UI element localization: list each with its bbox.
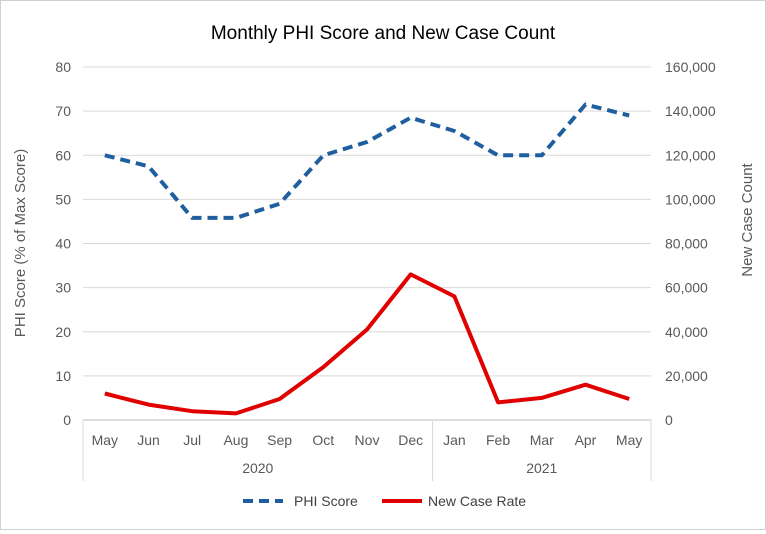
- left-axis-title: PHI Score (% of Max Score): [12, 149, 29, 337]
- category-tick-label: May: [616, 432, 642, 448]
- category-tick-label: Jul: [183, 432, 201, 448]
- right-tick-label: 20,000: [665, 368, 708, 384]
- right-tick-label: 160,000: [665, 59, 716, 75]
- left-tick-label: 60: [55, 147, 71, 163]
- group-label: 2020: [242, 460, 273, 476]
- left-axis-ticks: 0 10 20 30 40 50 60 70 80: [55, 59, 71, 428]
- left-tick-label: 10: [55, 368, 71, 384]
- series-layer: [105, 104, 630, 413]
- left-tick-label: 80: [55, 59, 71, 75]
- left-tick-label: 40: [55, 236, 71, 252]
- category-tick-label: Apr: [575, 432, 597, 448]
- category-tick-label: Mar: [530, 432, 554, 448]
- right-tick-label: 60,000: [665, 280, 708, 296]
- right-axis-title: New Case Count: [739, 162, 756, 276]
- legend-label-phi-score: PHI Score: [294, 493, 358, 509]
- legend: PHI Score New Case Rate: [243, 493, 526, 509]
- series-line-phi-score: [105, 105, 629, 218]
- category-tick-label: Jun: [137, 432, 160, 448]
- right-tick-label: 120,000: [665, 147, 716, 163]
- category-tick-label: Dec: [398, 432, 423, 448]
- left-tick-label: 0: [63, 412, 71, 428]
- legend-label-new-case-rate: New Case Rate: [428, 493, 526, 509]
- category-tick-label: Aug: [223, 432, 248, 448]
- left-tick-label: 70: [55, 103, 71, 119]
- chart-title: Monthly PHI Score and New Case Count: [211, 23, 556, 44]
- category-tick-label: Nov: [355, 432, 380, 448]
- right-tick-label: 100,000: [665, 191, 716, 207]
- category-axis: May Jun Jul Aug Sep Oct Nov Dec Jan Feb Mar Apr May 2…: [83, 420, 651, 481]
- category-tick-label: Jan: [443, 432, 466, 448]
- category-tick-label: Feb: [486, 432, 510, 448]
- category-tick-label: Oct: [312, 432, 334, 448]
- gridlines: [83, 67, 651, 420]
- category-tick-label: Sep: [267, 432, 292, 448]
- left-tick-label: 20: [55, 324, 71, 340]
- right-axis-ticks: 0 20,000 40,000 60,000 80,000 100,000 120,000 1…: [665, 59, 716, 428]
- right-tick-label: 0: [665, 412, 673, 428]
- right-tick-label: 140,000: [665, 103, 716, 119]
- right-tick-label: 80,000: [665, 236, 708, 252]
- left-tick-label: 50: [55, 191, 71, 207]
- group-label: 2021: [526, 460, 557, 476]
- series-line-new-case-rate: [105, 274, 629, 413]
- category-tick-label: May: [92, 432, 118, 448]
- left-tick-label: 30: [55, 280, 71, 296]
- right-tick-label: 40,000: [665, 324, 708, 340]
